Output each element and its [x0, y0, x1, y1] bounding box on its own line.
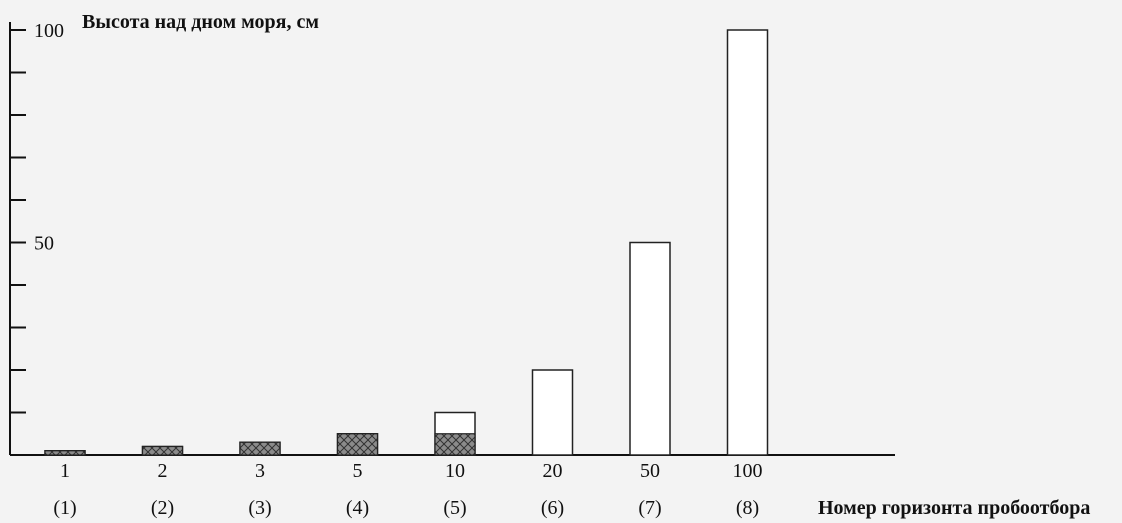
- chart-title: Высота над дном моря, см: [82, 11, 319, 33]
- x-axis-label: Номер горизонта пробоотбора: [818, 497, 1090, 519]
- x-tick-label: 50: [640, 460, 660, 482]
- x-tick-label: 3: [255, 460, 265, 482]
- bar-outer: [531, 369, 574, 456]
- x-group-label: (7): [638, 497, 661, 519]
- x-tick-label: 10: [445, 460, 465, 482]
- y-tick-label: 50: [34, 233, 54, 255]
- x-tick-label: 2: [158, 460, 168, 482]
- bar-outer: [726, 29, 769, 456]
- x-group-label: (8): [736, 497, 759, 519]
- x-tick-label: 1: [60, 460, 70, 482]
- bar-hatched: [434, 433, 476, 456]
- x-group-label: (1): [53, 497, 76, 519]
- bar-hatched: [44, 450, 86, 456]
- x-group-label: (3): [248, 497, 271, 519]
- x-group-label: (2): [151, 497, 174, 519]
- bar-hatched: [141, 445, 184, 456]
- x-group-label: (5): [443, 497, 466, 519]
- x-tick-label: 20: [543, 460, 563, 482]
- bar-outer: [629, 241, 671, 456]
- bar-hatched: [239, 441, 281, 456]
- x-group-label: (6): [541, 497, 564, 519]
- bar-hatched: [336, 433, 379, 456]
- y-tick-label: 100: [34, 20, 64, 42]
- x-tick-label: 100: [733, 460, 763, 482]
- plot-layer: 50 100 1 (1) 2 (2) 3 (3) 5 (4) 10 (5) 20 (6) 50 (7) 100 (…: [9, 20, 895, 519]
- x-tick-label: 5: [353, 460, 363, 482]
- x-group-label: (4): [346, 497, 369, 519]
